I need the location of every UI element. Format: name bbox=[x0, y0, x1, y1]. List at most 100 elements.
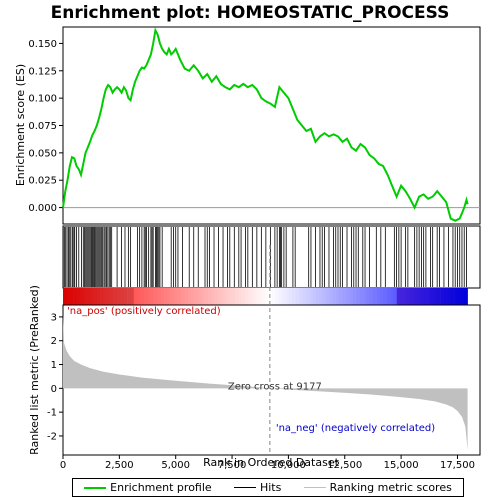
x-tick-label: 2,500 bbox=[105, 460, 134, 471]
color-bar-segment bbox=[258, 288, 263, 305]
legend-swatch-hits bbox=[233, 487, 256, 488]
color-bar-segment bbox=[356, 288, 361, 305]
color-bar-segment bbox=[234, 288, 239, 305]
color-bar-segment bbox=[268, 288, 273, 305]
color-bar-segment bbox=[437, 288, 441, 305]
metric-y-tick-label: -1 bbox=[47, 408, 57, 419]
legend-item-enrichment: Enrichment profile bbox=[84, 481, 212, 494]
color-bar-segment bbox=[120, 288, 124, 305]
color-bar-segment bbox=[127, 288, 131, 305]
color-bar-segment bbox=[170, 288, 175, 305]
color-bar-segment bbox=[160, 288, 165, 305]
color-bar-segment bbox=[275, 288, 280, 305]
es-y-tick-label: 0.000 bbox=[28, 203, 57, 214]
color-bar-segment bbox=[214, 288, 219, 305]
color-bar-segment bbox=[231, 288, 236, 305]
color-bar-segment bbox=[83, 288, 87, 305]
color-bar-segment bbox=[295, 288, 300, 305]
color-bar-segment bbox=[440, 288, 445, 305]
x-tick-label: 0 bbox=[60, 460, 66, 471]
es-y-tick-label: 0.025 bbox=[28, 176, 57, 187]
color-bar-segment bbox=[106, 288, 111, 305]
color-bar-segment bbox=[150, 288, 155, 305]
color-bar-segment bbox=[116, 288, 121, 305]
color-bar-segment bbox=[420, 288, 425, 305]
color-bar-segment bbox=[322, 288, 327, 305]
x-tick-label: 10,000 bbox=[271, 460, 306, 471]
color-bar-segment bbox=[383, 288, 387, 305]
color-bar-segment bbox=[197, 288, 202, 305]
metric-y-tick-label: 0 bbox=[51, 384, 57, 395]
color-bar-segment bbox=[396, 288, 401, 305]
color-bar-segment bbox=[359, 288, 364, 305]
color-bar-segment bbox=[201, 288, 205, 305]
zero-cross-label: Zero cross at 9177 bbox=[228, 381, 322, 392]
hits-marks bbox=[62, 227, 467, 287]
color-bar-segment bbox=[410, 288, 414, 305]
color-bar-segment bbox=[103, 288, 108, 305]
color-bar-segment bbox=[346, 288, 350, 305]
color-bar-segment bbox=[329, 288, 334, 305]
hits-panel-frame bbox=[62, 225, 481, 289]
rank-color-bar bbox=[63, 288, 468, 305]
color-bar-segment bbox=[86, 288, 91, 305]
color-bar-segment bbox=[113, 288, 118, 305]
color-bar-segment bbox=[110, 288, 114, 305]
color-bar-segment bbox=[251, 288, 256, 305]
es-y-tick-label: 0.050 bbox=[28, 148, 57, 159]
color-bar-segment bbox=[464, 288, 468, 305]
es-y-tick-label: 0.150 bbox=[28, 39, 57, 50]
metric-y-tick-label: 2 bbox=[51, 336, 57, 347]
es-y-tick-label: 0.125 bbox=[28, 66, 57, 77]
color-bar-segment bbox=[66, 288, 71, 305]
color-bar-segment bbox=[93, 288, 98, 305]
x-tick-label: 5,000 bbox=[161, 460, 190, 471]
x-axis-label: Rank in Ordered Dataset bbox=[203, 456, 340, 469]
positive-correlation-label: 'na_pos' (positively correlated) bbox=[67, 306, 221, 317]
color-bar-segment bbox=[363, 288, 367, 305]
color-bar-segment bbox=[187, 288, 192, 305]
color-bar-segment bbox=[194, 288, 199, 305]
chart-title: Enrichment plot: HOMEOSTATIC_PROCESS bbox=[51, 3, 450, 23]
color-bar-segment bbox=[325, 288, 330, 305]
color-bar-segment bbox=[164, 288, 168, 305]
color-bar-segment bbox=[400, 288, 404, 305]
legend-item-hits: Hits bbox=[233, 481, 281, 494]
es-y-axis-label: Enrichment score (ES) bbox=[14, 64, 27, 186]
color-bar-segment bbox=[332, 288, 337, 305]
color-bar-segment bbox=[342, 288, 347, 305]
color-bar-segment bbox=[133, 288, 138, 305]
color-bar-segment bbox=[373, 288, 377, 305]
color-bar-segment bbox=[69, 288, 74, 305]
color-bar-segment bbox=[167, 288, 172, 305]
metric-y-axis: -2 -1 0 1 2 3 bbox=[47, 312, 63, 442]
color-bar-segment bbox=[238, 288, 242, 305]
color-bar-segment bbox=[457, 288, 462, 305]
x-tick-label: 7,500 bbox=[218, 460, 247, 471]
color-bar-segment bbox=[299, 288, 303, 305]
color-bar-segment bbox=[63, 288, 67, 305]
color-bar-segment bbox=[406, 288, 411, 305]
color-bar-segment bbox=[393, 288, 398, 305]
color-bar-segment bbox=[302, 288, 307, 305]
metric-y-tick-label: 3 bbox=[51, 312, 57, 323]
color-bar-segment bbox=[245, 288, 249, 305]
color-bar-segment bbox=[73, 288, 77, 305]
es-y-tick-label: 0.100 bbox=[28, 94, 57, 105]
color-bar-segment bbox=[376, 288, 381, 305]
legend-label-enrichment: Enrichment profile bbox=[110, 481, 212, 494]
color-bar-segment bbox=[157, 288, 162, 305]
color-bar-segment bbox=[204, 288, 209, 305]
color-bar-segment bbox=[261, 288, 266, 305]
color-bar-segment bbox=[430, 288, 435, 305]
color-bar-segment bbox=[130, 288, 135, 305]
color-bar-segment bbox=[140, 288, 145, 305]
color-bar-segment bbox=[305, 288, 310, 305]
ranking-metric-area bbox=[63, 314, 468, 451]
color-bar-segment bbox=[137, 288, 141, 305]
color-bar-segment bbox=[423, 288, 428, 305]
color-bar-segment bbox=[413, 288, 418, 305]
color-bar-segment bbox=[207, 288, 212, 305]
enrichment-profile-line bbox=[62, 27, 469, 222]
